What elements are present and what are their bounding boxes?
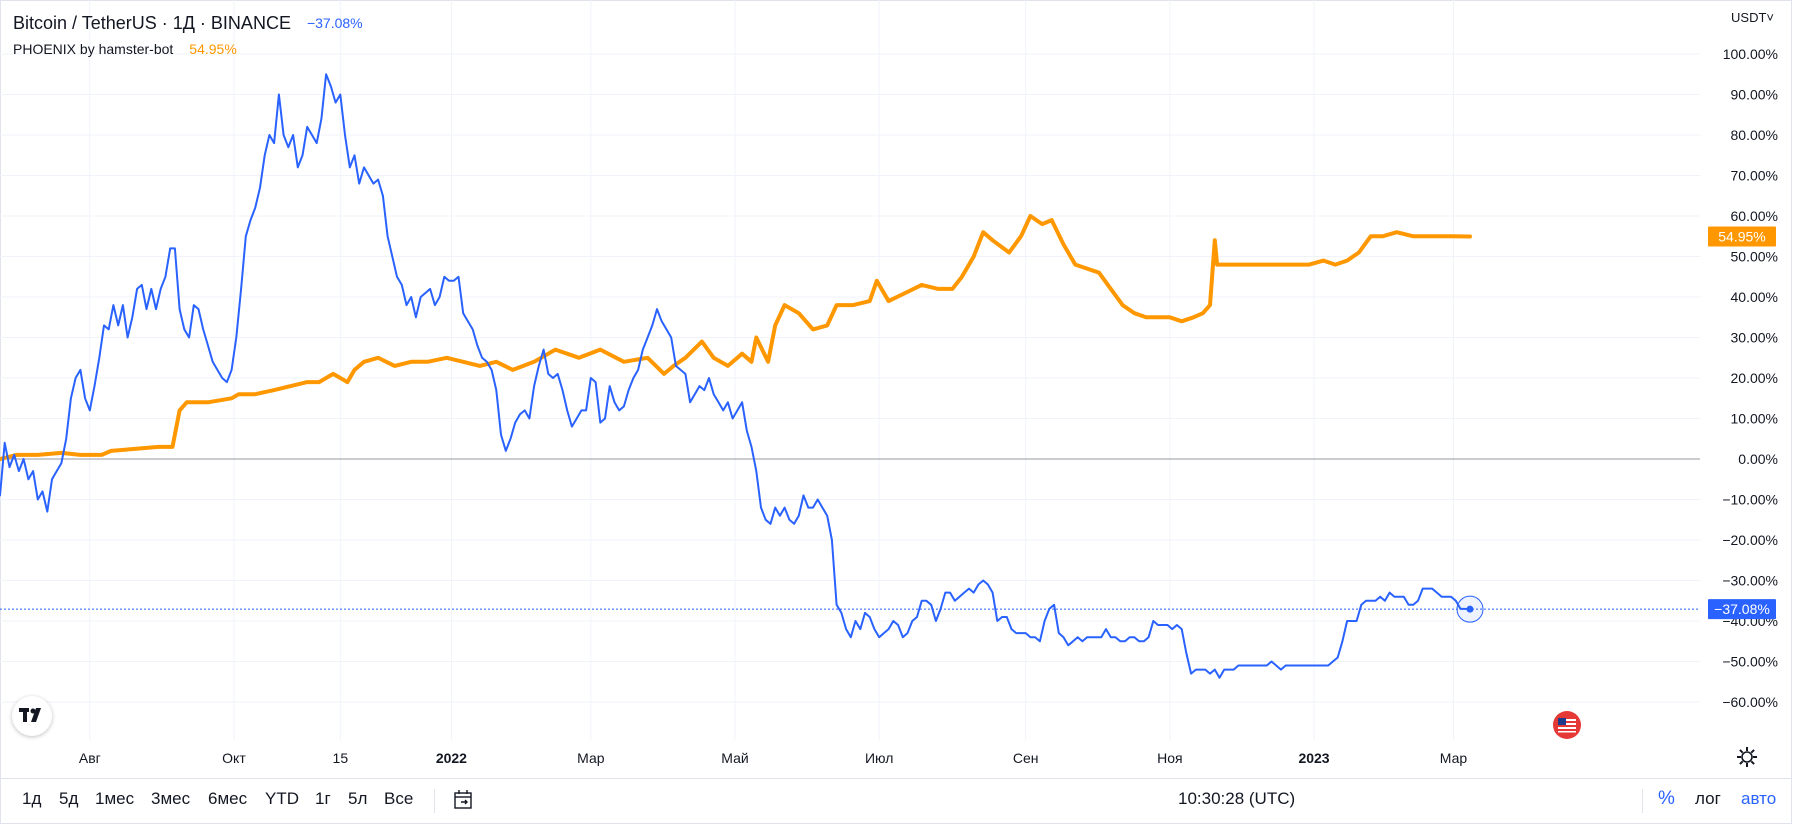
tradingview-logo-icon[interactable] (12, 696, 52, 736)
y-tick-label: 50.00% (1731, 249, 1778, 265)
y-tick-label: 20.00% (1731, 370, 1778, 386)
go-to-date-icon[interactable] (453, 789, 475, 811)
btc-series-line[interactable] (0, 73, 1471, 679)
range-1m-button[interactable]: 1мес (95, 789, 135, 808)
btc-last-point (1466, 605, 1474, 613)
bottom-toolbar: 1д 5д 1мес 3мес 6мес YTD 1г 5л Все 10:30… (0, 778, 1792, 822)
y-tick-label: −10.00% (1722, 492, 1778, 508)
symbol-title[interactable]: Bitcoin / TetherUS · 1Д · BINANCE (13, 12, 291, 33)
y-tick-label: 100.00% (1723, 46, 1778, 62)
markers (0, 595, 1700, 623)
y-tick-label: 90.00% (1731, 87, 1778, 103)
y-tick-label: 70.00% (1731, 168, 1778, 184)
y-tick-label: 10.00% (1731, 411, 1778, 427)
y-tick-label: 0.00% (1738, 451, 1778, 467)
range-5d-button[interactable]: 5д (59, 789, 79, 808)
clock-timezone[interactable]: 10:30:28 (UTC) (1178, 789, 1296, 808)
y-tick-label: 60.00% (1731, 208, 1778, 224)
percent-scale-toggle[interactable]: % (1658, 788, 1675, 809)
x-axis[interactable]: Авг Окт 15 2022 Мар Май Июл Сен Ноя 2023 Мар (79, 750, 1467, 766)
y-axis[interactable]: 100.00% 90.00% 80.00% 70.00% 60.00% 50.00% 40.… (1708, 46, 1778, 710)
y-tick-label: 80.00% (1731, 127, 1778, 143)
y-tick-label: −30.00% (1722, 573, 1778, 589)
x-tick-label: Мар (577, 750, 605, 766)
toolbar-divider-2 (1642, 789, 1643, 813)
symbol-change: −37.08% (306, 15, 363, 31)
range-1d-button[interactable]: 1д (22, 789, 42, 808)
x-tick-label: Мар (1440, 750, 1468, 766)
x-tick-label: Сен (1013, 750, 1039, 766)
x-tick-label: Окт (222, 750, 246, 766)
x-tick-label: Авг (79, 750, 101, 766)
range-all-button[interactable]: Все (384, 789, 414, 808)
y-tick-label: −60.00% (1722, 694, 1778, 710)
toolbar-divider (434, 789, 435, 813)
us-flag-icon[interactable] (1552, 710, 1582, 740)
y-tick-label: 40.00% (1731, 289, 1778, 305)
log-scale-toggle[interactable]: лог (1695, 789, 1721, 808)
currency-selector[interactable]: USDT˅ (1731, 10, 1774, 25)
btc-last-value-tag: −37.08% (1714, 601, 1770, 617)
phoenix-last-value-tag: 54.95% (1718, 228, 1765, 244)
range-1y-button[interactable]: 1г (315, 789, 331, 808)
y-tick-label: 30.00% (1731, 330, 1778, 346)
x-tick-label: 2023 (1298, 750, 1329, 766)
grid (0, 0, 1700, 740)
auto-scale-toggle[interactable]: авто (1741, 789, 1777, 808)
legend-main-row[interactable]: Bitcoin / TetherUS · 1Д · BINANCE −37.08… (13, 10, 363, 36)
range-6m-button[interactable]: 6мес (208, 789, 248, 808)
x-tick-label: Май (721, 750, 748, 766)
indicator-name[interactable]: PHOENIX by hamster-bot (13, 41, 174, 57)
btc-last-value-tag-bg (1708, 599, 1776, 620)
x-tick-label: Июл (865, 750, 893, 766)
y-tick-label: −50.00% (1722, 654, 1778, 670)
settings-gear-icon[interactable] (1736, 746, 1758, 768)
x-tick-label: Ноя (1157, 750, 1182, 766)
chart-canvas[interactable]: 100.00% 90.00% 80.00% 70.00% 60.00% 50.00% 40.… (0, 0, 1794, 778)
y-tick-label: −20.00% (1722, 532, 1778, 548)
phoenix-series-line[interactable] (0, 214, 1472, 461)
range-3m-button[interactable]: 3мес (151, 789, 191, 808)
legend: Bitcoin / TetherUS · 1Д · BINANCE −37.08… (13, 10, 363, 62)
legend-indicator-row[interactable]: PHOENIX by hamster-bot 54.95% (13, 36, 363, 62)
series-layer (0, 73, 1472, 679)
x-tick-label: 15 (333, 750, 349, 766)
range-5y-button[interactable]: 5л (348, 789, 368, 808)
range-ytd-button[interactable]: YTD (265, 789, 299, 808)
indicator-value: 54.95% (189, 41, 237, 57)
x-tick-label: 2022 (436, 750, 467, 766)
phoenix-last-value-tag-bg (1708, 226, 1776, 247)
